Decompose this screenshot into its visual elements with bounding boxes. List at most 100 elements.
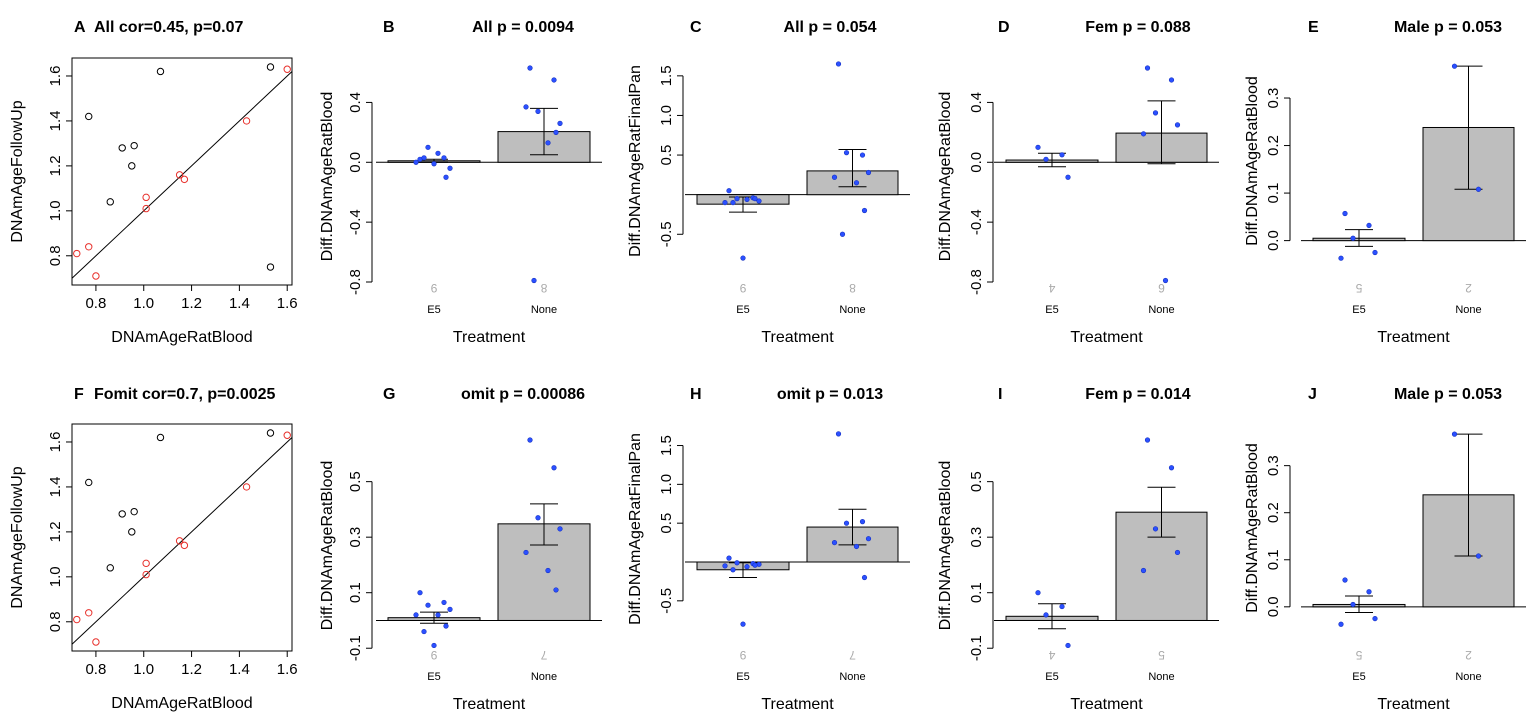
category-label: None [1455,304,1481,316]
category-label: None [1148,304,1174,316]
data-point [752,562,758,568]
panel-title: omit p = 0.00086 [461,386,585,403]
x-tick-label: 0.8 [85,661,106,678]
scatter-point [142,204,150,213]
data-point [722,563,728,569]
y-tick-label: -0.4 [347,209,364,235]
data-point [557,120,563,126]
data-point [726,188,732,194]
count-label: 7 [849,648,856,662]
y-axis-label: Diff.DNAmAgeRatBlood [319,92,336,262]
scatter-point [92,272,100,280]
data-point [1475,553,1482,559]
scatter-point [118,144,126,152]
data-point [523,549,529,556]
x-axis-label: Treatment [761,696,834,713]
data-point [859,519,866,525]
data-point [443,623,449,629]
y-tick-label: 1.4 [47,111,64,132]
x-tick-label: 1.0 [133,661,154,678]
data-point [744,196,750,203]
data-point [734,196,740,202]
data-point [839,231,846,237]
panel-letter: I [998,386,1002,403]
count-label: 8 [540,281,547,295]
category-label: E5 [1352,671,1365,683]
data-point [421,155,427,161]
data-point [835,61,842,67]
data-point [527,65,533,71]
data-point [1372,615,1378,622]
panel-letter: G [383,386,395,403]
count-label: 7 [540,648,547,662]
y-tick-label: -0.5 [658,588,675,614]
scatter-point [266,429,275,437]
category-label: E5 [1045,671,1058,683]
plot-box [71,423,293,652]
category-label: E5 [427,304,440,316]
data-point [441,599,447,606]
x-axis-label: Treatment [453,329,526,346]
panel-d: D Fem p = 0.088 -0.8 -0.4 0.0 0.4 Diff.DNAmAge… [937,19,1219,346]
scatter-point [128,162,136,170]
data-point [425,144,431,150]
data-point [1366,222,1372,229]
count-label: 2 [1465,281,1472,295]
count-label: 9 [430,648,437,662]
x-axis-label: DNAmAgeRatBlood [111,695,252,712]
data-point [441,155,447,161]
panel-letter: C [690,19,702,36]
x-tick-label: 1.6 [277,661,298,678]
data-point [425,602,431,608]
panel-title: All cor=0.45, p=0.07 [94,19,244,36]
data-point [553,587,559,593]
data-point [831,174,838,180]
y-tick-label: 1.5 [658,65,675,86]
data-point [1140,131,1147,137]
y-tick-label: 0.8 [47,611,64,632]
panel-letter: D [998,19,1010,36]
x-tick-label: 1.4 [229,661,250,678]
x-axis-label: Treatment [1070,696,1143,713]
category-label: None [839,671,865,683]
y-tick-label: 0.3 [1265,455,1282,476]
x-tick-label: 1.6 [277,295,298,312]
panel-title: All p = 0.0094 [472,19,574,36]
scatter-point [175,171,184,179]
y-tick-label: 1.0 [47,566,64,587]
scatter-point [85,112,93,121]
scatter-point [118,510,126,518]
x-tick-label: 0.8 [85,295,106,312]
category-label: E5 [736,671,749,683]
scatter-point [92,638,100,646]
data-point [859,152,866,158]
category-label: None [1455,671,1481,683]
y-tick-label: 1.0 [47,200,64,221]
panel-letter: A [74,19,86,36]
scatter-point [85,478,93,487]
count-label: 5 [1158,648,1165,662]
y-tick-label: 0.3 [968,527,985,548]
data-point [421,628,427,635]
data-point [535,108,541,114]
y-tick-label: 0.4 [968,92,985,113]
count-label: 9 [430,281,437,295]
y-tick-label: 1.6 [47,432,64,453]
y-axis-label: Diff.DNAmAgeRatFinalPan [627,65,644,257]
panel-letter: H [690,386,702,403]
data-point [1144,65,1151,71]
data-point [1059,603,1065,610]
data-point [722,199,728,206]
y-tick-label: 0.1 [968,582,985,603]
data-point [843,150,850,156]
scatter-point [85,609,93,617]
panel-f: F Fomit cor=0.7, p=0.0025 0.8 1.0 1.2 1.4 1.6 0… [9,386,298,712]
data-point [535,515,541,521]
scatter-point [283,65,291,73]
data-point [557,526,563,532]
identity-line [71,437,293,645]
count-label: 9 [739,648,746,662]
scatter-point [266,263,275,271]
